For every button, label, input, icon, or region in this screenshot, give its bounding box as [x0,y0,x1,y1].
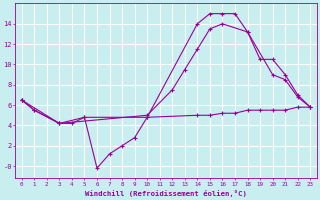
X-axis label: Windchill (Refroidissement éolien,°C): Windchill (Refroidissement éolien,°C) [85,190,247,197]
